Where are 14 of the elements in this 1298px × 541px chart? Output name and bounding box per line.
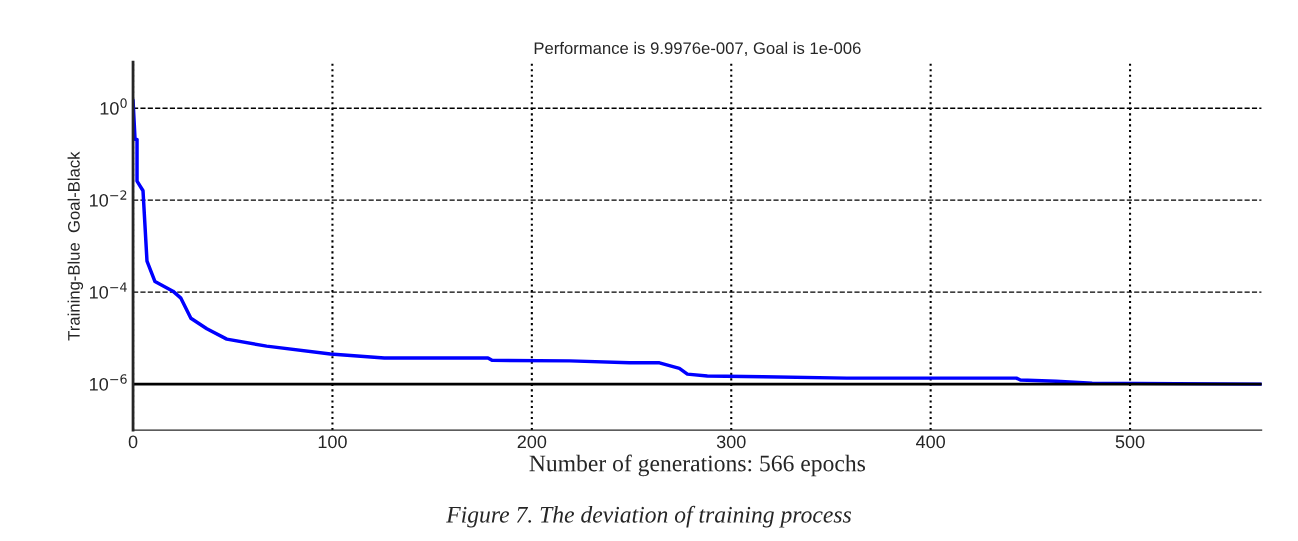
x-tick-label: 400 bbox=[916, 435, 946, 449]
y-tick-label: 10$^{−6}$ bbox=[90, 374, 127, 391]
caption: Figure 7. The deviation of training process bbox=[446, 505, 852, 528]
x-tick-label: 300 bbox=[716, 435, 746, 449]
x-tick-label: 100 bbox=[318, 435, 347, 449]
y-axis-title: Training-Blue Goal-Black bbox=[67, 151, 84, 341]
x-axis-title: Number of generations: 566 epochs bbox=[529, 454, 865, 477]
x-tick-label: 200 bbox=[517, 435, 547, 449]
y-tick-label: 10$^{−2}$ bbox=[90, 190, 127, 207]
chart-title: Performance is 9.9976e-007, Goal is 1e-006 bbox=[534, 41, 861, 57]
y-tick-label: 10$^{−4}$ bbox=[90, 282, 127, 299]
x-tick-label: 500 bbox=[1115, 435, 1145, 449]
x-tick-label: 0 bbox=[128, 435, 138, 449]
y-tick-label: 10$^{0}$ bbox=[100, 98, 127, 115]
